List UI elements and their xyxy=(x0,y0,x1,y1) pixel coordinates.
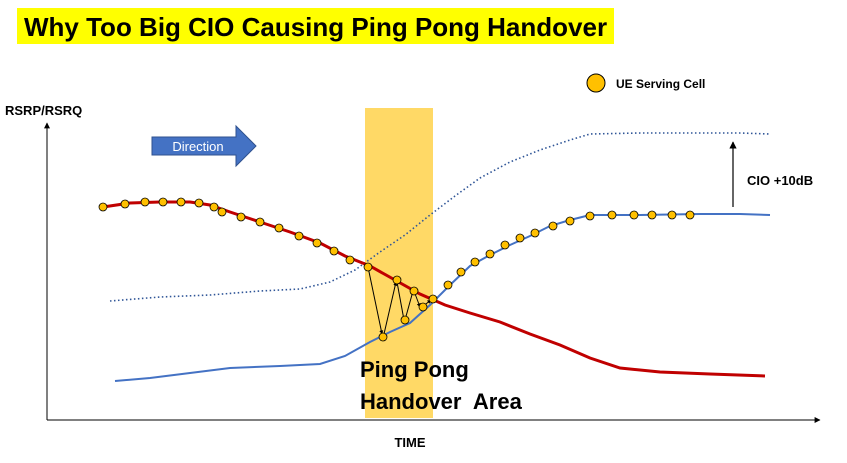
serving-cell-marker xyxy=(194,198,204,208)
legend-serving-cell-label: UE Serving Cell xyxy=(616,77,705,91)
serving-cell-marker xyxy=(470,257,480,267)
serving-cell-marker xyxy=(500,240,510,250)
serving-cell-marker xyxy=(400,315,410,325)
pingpong-area-label-line1: Ping Pong xyxy=(360,357,469,382)
serving-cell-marker xyxy=(485,249,495,259)
serving-cell-marker xyxy=(378,332,388,342)
serving-cell-marker xyxy=(456,267,466,277)
target-cell-curve xyxy=(114,213,771,382)
serving-cell-marker xyxy=(274,223,284,233)
serving-cell-marker xyxy=(209,202,219,212)
serving-cell-marker xyxy=(428,294,438,304)
page-title: Why Too Big CIO Causing Ping Pong Handov… xyxy=(17,8,615,44)
serving-cell-marker xyxy=(443,280,453,290)
serving-cell-marker xyxy=(685,210,695,220)
direction-arrow xyxy=(151,124,257,168)
serving-cell-marker xyxy=(647,210,657,220)
serving-cell-marker xyxy=(548,221,558,231)
serving-cell-marker xyxy=(294,231,304,241)
serving-cell-marker xyxy=(607,210,617,220)
target-cell-cio-offset-curve xyxy=(109,132,771,302)
pingpong-band xyxy=(365,108,433,418)
legend-serving-cell-marker xyxy=(586,73,606,93)
serving-cell-marker xyxy=(120,199,130,209)
serving-cell-marker xyxy=(140,197,150,207)
serving-cell-marker xyxy=(329,246,339,256)
direction-arrow-label: Direction xyxy=(172,139,223,154)
serving-cell-markers xyxy=(98,197,695,342)
serving-cell-marker xyxy=(392,275,402,285)
serving-cell-marker xyxy=(236,212,246,222)
x-axis-label: TIME xyxy=(394,435,425,450)
serving-cell-marker xyxy=(530,228,540,238)
serving-cell-marker xyxy=(98,202,108,212)
pingpong-area-label-line2: Handover Area xyxy=(360,389,523,414)
serving-cell-marker xyxy=(176,197,186,207)
serving-cell-marker xyxy=(158,197,168,207)
serving-cell-marker xyxy=(363,262,373,272)
y-axis-label: RSRP/RSRQ xyxy=(5,103,82,118)
serving-cell-marker xyxy=(585,211,595,221)
serving-cell-marker xyxy=(629,210,639,220)
serving-cell-marker xyxy=(345,255,355,265)
source-cell-curve xyxy=(102,200,766,378)
serving-cell-marker xyxy=(312,238,322,248)
serving-cell-marker xyxy=(418,302,428,312)
serving-cell-marker xyxy=(217,207,227,217)
serving-cell-marker xyxy=(515,233,525,243)
serving-cell-marker xyxy=(409,286,419,296)
serving-cell-marker xyxy=(255,217,265,227)
serving-cell-marker xyxy=(667,210,677,220)
cio-label: CIO +10dB xyxy=(747,173,813,188)
serving-cell-marker xyxy=(565,216,575,226)
